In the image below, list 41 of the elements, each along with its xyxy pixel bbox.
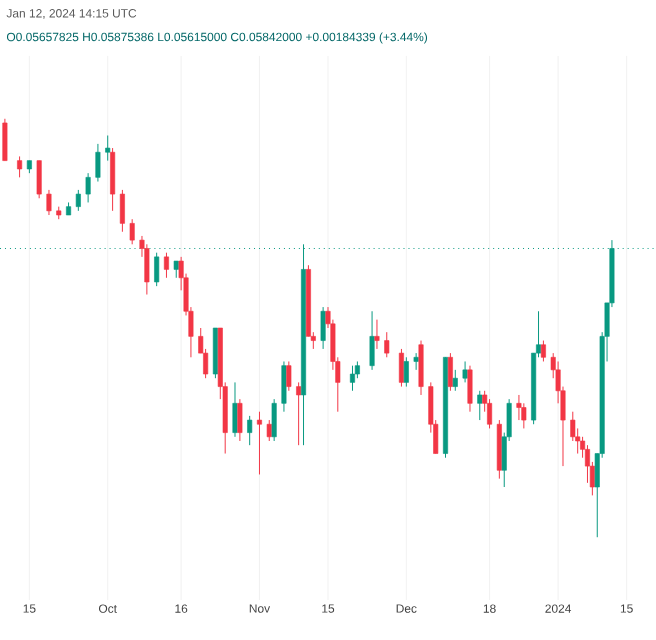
candlestick xyxy=(110,147,116,212)
candlestick xyxy=(496,419,502,480)
candlestick xyxy=(266,419,272,442)
candlestick xyxy=(487,398,493,429)
candlestick xyxy=(129,218,135,245)
candlestick xyxy=(418,340,424,396)
candlestick xyxy=(477,390,483,421)
candlestick xyxy=(144,243,150,296)
candlestick xyxy=(320,306,326,350)
candlestick xyxy=(75,189,81,212)
candlestick xyxy=(46,189,52,216)
candlestick xyxy=(452,369,458,392)
candlestick xyxy=(119,189,125,233)
candlestick xyxy=(256,411,262,475)
candlestick xyxy=(286,360,292,392)
candlestick xyxy=(281,360,287,413)
candlestick xyxy=(540,340,546,362)
candlestick xyxy=(349,365,355,392)
candlestick xyxy=(95,143,101,183)
candlestick xyxy=(462,360,468,383)
candlestick xyxy=(271,398,277,442)
candlestick xyxy=(237,398,243,442)
candlestick xyxy=(85,172,91,203)
candlestick xyxy=(369,310,375,371)
candlestick xyxy=(154,252,160,287)
candlestick xyxy=(296,381,302,446)
candlestick xyxy=(232,381,238,438)
candlestick xyxy=(17,155,23,178)
candlestick xyxy=(163,252,169,279)
candlestick xyxy=(105,135,111,162)
candlestick xyxy=(403,356,409,388)
candlestick xyxy=(413,352,419,371)
candlestick xyxy=(516,394,522,421)
candlestick xyxy=(384,331,390,358)
candlestick xyxy=(374,319,380,350)
candlestick xyxy=(36,160,42,199)
candlestick xyxy=(447,352,453,392)
candlestick xyxy=(247,415,253,446)
candlestick xyxy=(2,118,8,162)
candlestick xyxy=(467,365,473,413)
candlestick xyxy=(521,402,527,429)
